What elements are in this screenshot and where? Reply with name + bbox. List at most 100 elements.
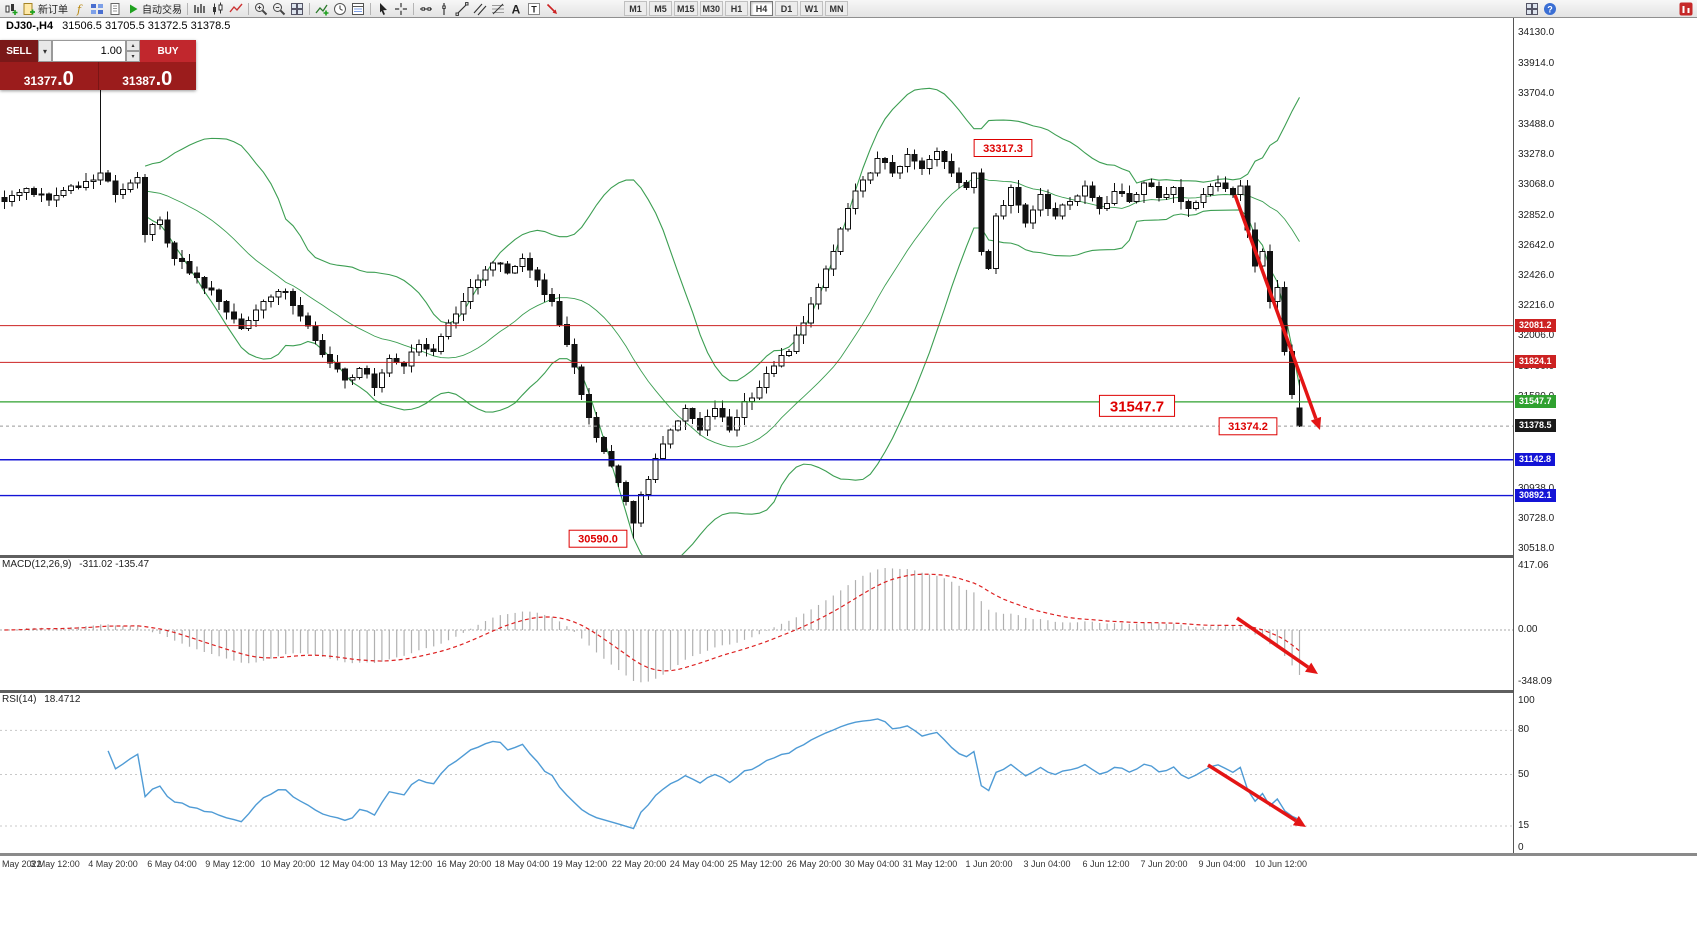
symbol-timeframe-label: DJ30-,H4 xyxy=(6,20,54,32)
arrows-button[interactable] xyxy=(543,1,561,17)
new-order-icon xyxy=(23,2,35,15)
fibonacci-button[interactable] xyxy=(489,1,507,17)
new-order-button[interactable]: 新订单 xyxy=(20,1,70,17)
price-annotation[interactable]: 31374.2 xyxy=(1218,417,1278,436)
periods-button[interactable] xyxy=(331,1,349,17)
buy-price-int: 31387 xyxy=(122,74,156,88)
svg-text:?: ? xyxy=(1547,4,1553,14)
timeframe-mn-button[interactable]: MN xyxy=(825,1,849,16)
timeframe-w1-button[interactable]: W1 xyxy=(800,1,824,16)
price-axis[interactable]: 34130.0 33914.0 33704.0 33488.0 33278.0 33068… xyxy=(1513,18,1697,853)
sell-price-int: 31377 xyxy=(23,74,58,88)
price-axis-label: 33068.0 xyxy=(1518,178,1555,190)
bar-chart-icon xyxy=(194,3,205,13)
sell-price[interactable]: 31377 .0 xyxy=(0,62,98,90)
timeframe-h4-button[interactable]: H4 xyxy=(750,1,774,16)
toolbar-right-group: ? xyxy=(1523,1,1695,17)
auto-trading-icon xyxy=(130,4,138,13)
panel-separator[interactable] xyxy=(0,690,1697,693)
horizontal-line-button[interactable] xyxy=(417,1,435,17)
price-axis-label: 32642.0 xyxy=(1518,239,1555,251)
templates-button[interactable] xyxy=(349,1,367,17)
volume-increase-button[interactable]: ▴ xyxy=(126,40,140,51)
arrows-icon xyxy=(546,3,557,14)
toolbar-separator xyxy=(248,2,249,15)
price-axis-label: 34130.0 xyxy=(1518,27,1555,38)
main-chart-canvas[interactable]: 33317.3 31547.7 31374.2 30590.0 xyxy=(0,18,1513,555)
price-axis-label: 30728.0 xyxy=(1518,513,1555,524)
navigator-button[interactable] xyxy=(106,1,124,17)
zoom-in-button[interactable] xyxy=(252,1,270,17)
timeframe-m15-button[interactable]: M15 xyxy=(674,1,698,16)
buy-button[interactable]: BUY xyxy=(140,40,196,62)
price-axis-label: 32216.0 xyxy=(1518,300,1555,312)
down-arrow[interactable] xyxy=(1233,194,1322,430)
market-watch-icon xyxy=(91,3,103,14)
price-axis-label: 32426.0 xyxy=(1518,270,1555,282)
zoom-out-button[interactable] xyxy=(270,1,288,17)
volume-input[interactable] xyxy=(52,40,126,62)
volume-dropdown-button[interactable]: ▾ xyxy=(38,40,52,62)
app-logo-icon[interactable] xyxy=(1677,1,1695,17)
rsi-scale-label: 15 xyxy=(1518,819,1530,831)
svg-text:33317.3: 33317.3 xyxy=(983,143,1023,155)
volume-decrease-button[interactable]: ▾ xyxy=(126,51,140,62)
toolbar-separator xyxy=(370,2,371,15)
panel-separator[interactable] xyxy=(0,555,1697,558)
svg-text:31374.2: 31374.2 xyxy=(1228,421,1268,433)
time-label: 19 May 12:00 xyxy=(552,859,608,869)
timeframe-m1-button[interactable]: M1 xyxy=(624,1,647,16)
chart-window-button[interactable] xyxy=(1523,1,1541,17)
timeframe-d1-button[interactable]: D1 xyxy=(775,1,799,16)
buy-price[interactable]: 31387 .0 xyxy=(97,62,197,90)
time-axis[interactable]: May 2022 3 May 12:00 4 May 20:00 6 May 04:0… xyxy=(0,856,1697,874)
channel-icon xyxy=(473,3,487,15)
channel-button[interactable] xyxy=(471,1,489,17)
bar-chart-button[interactable] xyxy=(191,1,209,17)
candlesticks xyxy=(1,58,1303,539)
toolbar-separator xyxy=(309,2,310,15)
candlestick-chart-button[interactable] xyxy=(209,1,227,17)
price-annotation[interactable]: 31547.7 xyxy=(1098,394,1176,417)
toolbar-separator xyxy=(413,2,414,15)
text-button[interactable]: A xyxy=(507,1,525,17)
macd-scale-label: 0.00 xyxy=(1518,624,1538,635)
scripts-button[interactable]: f xyxy=(70,1,88,17)
zoom-out-icon xyxy=(273,2,286,15)
insert-indicator-button[interactable] xyxy=(313,1,331,17)
down-arrow[interactable] xyxy=(1236,616,1318,674)
time-label: 26 May 20:00 xyxy=(786,859,842,869)
crosshair-button[interactable] xyxy=(392,1,410,17)
timeframe-h1-button[interactable]: H1 xyxy=(725,1,749,16)
help-button[interactable]: ? xyxy=(1541,1,1559,17)
market-watch-button[interactable] xyxy=(88,1,106,17)
price-badge-blue: 31142.8 xyxy=(1515,452,1556,466)
line-chart-button[interactable] xyxy=(227,1,245,17)
trendline-button[interactable] xyxy=(453,1,471,17)
tile-windows-button[interactable] xyxy=(288,1,306,17)
price-annotation[interactable]: 33317.3 xyxy=(973,139,1033,157)
rsi-panel-canvas[interactable] xyxy=(0,693,1513,855)
volume-spinner: ▴ ▾ xyxy=(126,40,140,62)
down-arrow[interactable] xyxy=(1207,763,1306,827)
time-label: 6 Jun 12:00 xyxy=(1082,859,1130,869)
price-annotation[interactable]: 30590.0 xyxy=(568,529,628,548)
new-order-button-label: 新订单 xyxy=(38,5,68,16)
trendline-icon xyxy=(455,1,469,16)
price-badge-red: 32081.2 xyxy=(1515,318,1556,332)
price-axis-label: 33278.0 xyxy=(1518,148,1555,160)
line-chart-icon xyxy=(229,3,243,12)
macd-panel-canvas[interactable] xyxy=(0,558,1513,690)
toolbar: 新订单 f 自动交易 A T M1 M5 M15 M30 H1 H4 D1 W1 MN ? xyxy=(0,0,1697,18)
new-chart-button[interactable] xyxy=(2,1,20,17)
sell-button[interactable]: SELL xyxy=(0,40,38,62)
trade-panel-controls: SELL ▾ ▴ ▾ BUY xyxy=(0,40,196,62)
cursor-button[interactable] xyxy=(374,1,392,17)
label-button[interactable]: T xyxy=(525,1,543,17)
rsi-scale-label: 50 xyxy=(1518,768,1530,780)
auto-trading-button[interactable]: 自动交易 xyxy=(124,1,184,17)
timeframe-m30-button[interactable]: M30 xyxy=(699,1,724,16)
timeframe-m5-button[interactable]: M5 xyxy=(649,1,672,16)
vertical-line-button[interactable] xyxy=(435,1,453,17)
